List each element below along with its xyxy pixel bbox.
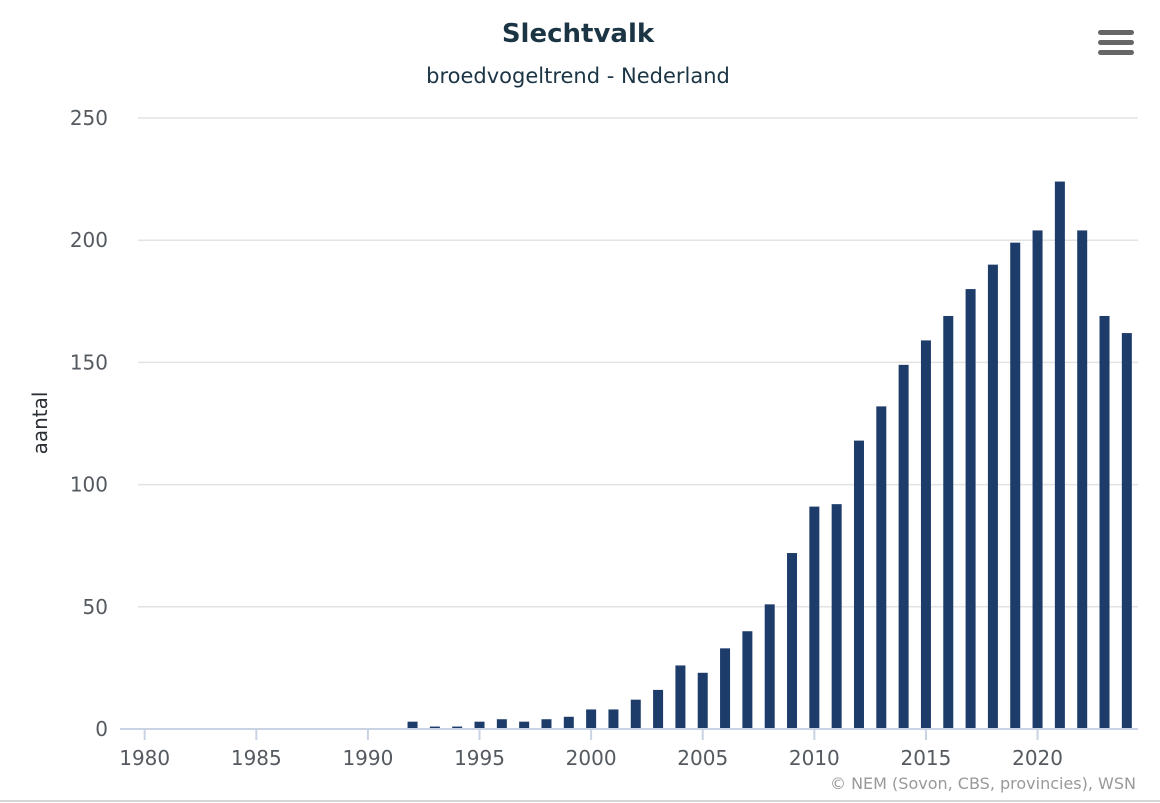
bar[interactable] [675,665,686,729]
bar[interactable] [1121,333,1132,729]
chart-title: Slechtvalk [502,19,655,49]
y-tick-label: 0 [95,717,108,741]
bar[interactable] [452,726,463,729]
chart-credits[interactable]: © NEM (Sovon, CBS, provincies), WSN [830,774,1136,793]
bar[interactable] [1010,242,1021,730]
x-tick-label: 2005 [677,746,728,770]
bar[interactable] [697,672,708,729]
x-tick-label: 2020 [1012,746,1063,770]
bar[interactable] [653,689,664,729]
chart-subtitle: broedvogeltrend - Nederland [426,64,730,88]
y-tick-label: 100 [70,473,108,497]
bar[interactable] [831,504,842,729]
bars [407,181,1132,730]
x-tick-label: 2015 [900,746,951,770]
y-tick-label: 50 [83,595,108,619]
bar[interactable] [496,719,507,729]
x-tick-label: 1995 [454,746,505,770]
bar[interactable] [720,648,731,729]
bar[interactable] [630,699,641,729]
bar[interactable] [407,721,418,729]
y-tick-label: 200 [70,228,108,252]
bar[interactable] [541,719,552,729]
bar[interactable] [429,726,440,729]
bar[interactable] [943,315,954,729]
bar[interactable] [920,340,931,729]
bar[interactable] [608,709,619,729]
bar[interactable] [586,709,597,729]
bar[interactable] [898,364,909,729]
x-tick-label: 2010 [789,746,840,770]
bar[interactable] [987,264,998,729]
bar[interactable] [742,631,753,729]
bar[interactable] [1032,230,1043,729]
bar[interactable] [519,721,530,729]
bar[interactable] [787,553,798,729]
bar[interactable] [809,506,820,729]
bar[interactable] [1054,181,1065,729]
bar[interactable] [853,440,864,729]
bar[interactable] [1099,315,1110,729]
y-tick-label: 250 [70,106,108,130]
x-tick-label: 1990 [342,746,393,770]
bar[interactable] [1077,230,1088,729]
bar[interactable] [764,604,775,729]
x-tick-label: 1985 [231,746,282,770]
bar[interactable] [563,716,574,729]
bar[interactable] [474,721,485,729]
bar[interactable] [876,406,887,729]
y-axis: 0 50 100 150 200 250 [70,106,108,741]
bar[interactable] [965,289,976,729]
y-axis-title: aantal [28,392,52,455]
hamburger-menu-icon[interactable] [1090,20,1140,64]
x-tick-label: 2000 [566,746,617,770]
x-tick-label: 1980 [119,746,170,770]
y-tick-label: 150 [70,350,108,374]
x-axis-labels: 1980 1985 1990 1995 2000 2005 2010 2015 2020 [119,729,1063,770]
